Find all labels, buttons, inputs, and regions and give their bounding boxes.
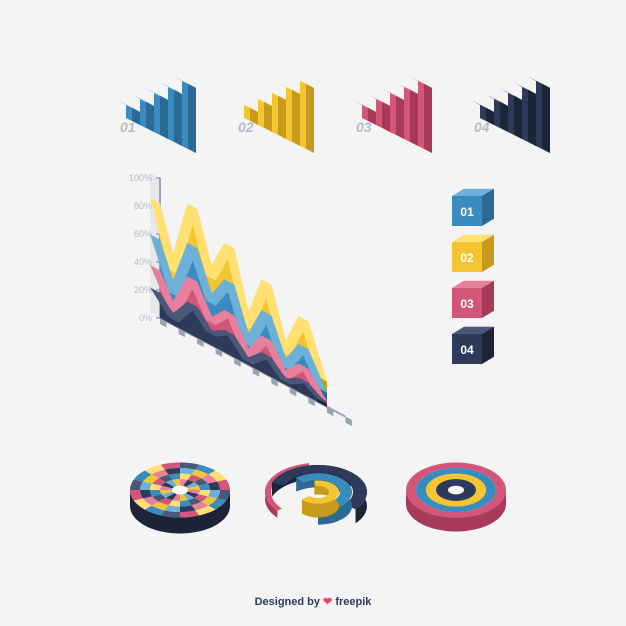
legend-cube-label: 01 [460, 205, 474, 219]
footer-prefix: Designed by [255, 596, 323, 608]
y-tick-label: 80% [134, 201, 152, 211]
radial-arc-gauge [265, 463, 367, 524]
isometric-area-chart: 100% 80% 60% 40% 20% 0% [129, 173, 352, 426]
stair-label: 02 [238, 119, 254, 135]
footer-brand: freepik [335, 596, 371, 608]
stair-chart-01: 01 [118, 77, 196, 154]
stair-chart-04: 04 [472, 77, 550, 154]
stair-chart-02: 02 [236, 77, 314, 154]
y-tick-label: 60% [134, 229, 152, 239]
y-tick-label: 100% [129, 173, 152, 183]
legend-cube-02: 02 [452, 235, 494, 272]
y-tick-label: 20% [134, 285, 152, 295]
radial-sunburst [130, 463, 230, 534]
y-tick-label: 40% [134, 257, 152, 267]
stair-chart-03: 03 [354, 77, 432, 154]
stair-label: 03 [356, 119, 372, 135]
heart-icon: ❤ [323, 596, 332, 608]
legend-cube-label: 04 [460, 343, 474, 357]
radial-donut [406, 463, 506, 532]
attribution-footer: Designed by ❤ freepik [0, 595, 626, 608]
y-tick-label: 0% [139, 313, 152, 323]
infographic-canvas: 01 02 03 04 100% 80% 60% 40% 20% 0% 01 02 03 04 [0, 0, 626, 626]
legend-cube-label: 03 [460, 297, 474, 311]
legend-cube-01: 01 [452, 189, 494, 226]
legend-cube-04: 04 [452, 327, 494, 364]
stair-label: 01 [120, 119, 136, 135]
legend-cube-03: 03 [452, 281, 494, 318]
stair-label: 04 [474, 119, 490, 135]
legend-cube-label: 02 [460, 251, 474, 265]
